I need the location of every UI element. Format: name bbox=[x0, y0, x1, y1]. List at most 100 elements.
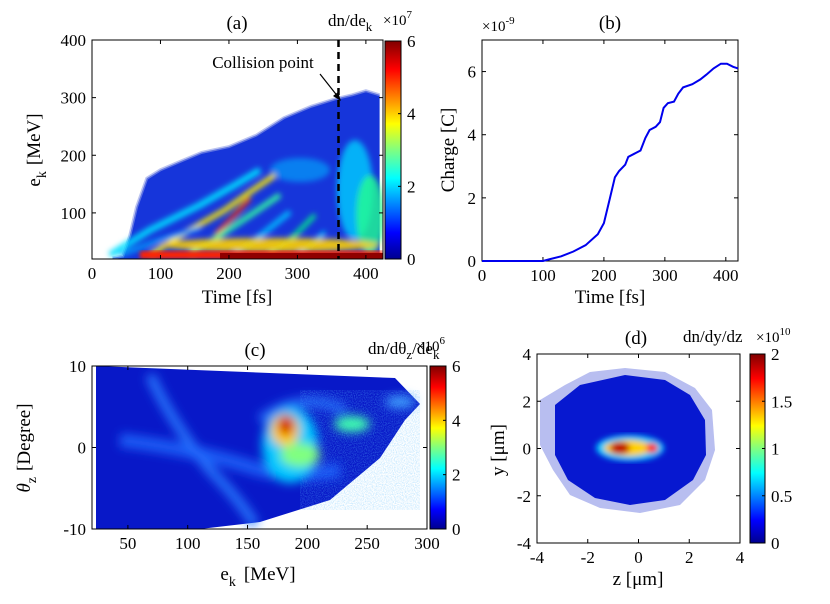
panel-c-cbar-label-main: dn/dθ bbox=[368, 339, 406, 358]
y-tick-label: 2 bbox=[523, 392, 532, 411]
colorbar-tick-label: 2 bbox=[771, 345, 780, 364]
panel-a-y-ticks: 100 200 300 400 bbox=[61, 31, 383, 223]
panel-c-heatmap-area bbox=[96, 366, 420, 529]
panel-d-y-ticks: -4 -2 0 2 4 bbox=[517, 345, 740, 553]
panel-c-x-ticks: 50 100 150 200 250 300 bbox=[119, 366, 440, 553]
panel-a-label: (a) bbox=[226, 13, 247, 34]
panel-d-xlabel: z [μm] bbox=[613, 569, 664, 590]
y-tick-label: 2 bbox=[468, 189, 477, 208]
panel-d-transverse-density: -4 -2 0 2 4 -4 -2 0 2 4 (d) z [μm] y [μm] 0 0.5 1 1… bbox=[488, 326, 792, 590]
d-blob-red-left bbox=[610, 442, 630, 454]
d-blobs bbox=[596, 435, 664, 461]
c-speckle-edge bbox=[300, 390, 420, 510]
y-tick-label: 6 bbox=[468, 63, 477, 82]
panel-a-envelope-halo bbox=[112, 89, 381, 259]
a-streak-2 bbox=[148, 172, 277, 258]
panel-b-multiplier: ×10-9 bbox=[482, 15, 515, 35]
panel-b-ylabel: Charge [C] bbox=[438, 108, 459, 193]
y-tick-label: 0 bbox=[523, 440, 532, 459]
panel-d-cbar-mult-base: ×10 bbox=[756, 330, 779, 346]
x-tick-label: 100 bbox=[175, 534, 201, 553]
panel-d-ylabel: y [μm] bbox=[488, 424, 509, 476]
panel-c-xlabel-main: e bbox=[220, 564, 228, 585]
y-tick-label: 300 bbox=[61, 89, 87, 108]
a-band-yellow-bottom bbox=[160, 238, 380, 252]
a-band-darkred-bottom bbox=[220, 253, 383, 259]
panel-a-ylabel-main: e bbox=[24, 178, 45, 186]
colorbar-tick-label: 2 bbox=[452, 466, 461, 485]
colorbar-tick-label: 2 bbox=[407, 177, 416, 196]
collision-arrow-head bbox=[333, 92, 341, 101]
x-tick-label: 4 bbox=[736, 548, 745, 567]
panel-a-energy-spectrum: 0 100 200 300 400 100 200 300 400 (a) Time [fs]… bbox=[24, 9, 416, 308]
panel-d-label: (d) bbox=[625, 328, 647, 349]
x-tick-label: 150 bbox=[235, 534, 261, 553]
x-tick-label: 200 bbox=[295, 534, 321, 553]
panel-a-cbar-multiplier: ×107 bbox=[383, 9, 412, 29]
panel-c-ylabel-unit: [Degree] bbox=[14, 403, 35, 471]
panel-a-ylabel-sub: k bbox=[35, 171, 50, 178]
panel-d-colorbar-ticks: 0 0.5 1 1.5 2 bbox=[762, 345, 792, 553]
x-tick-label: 300 bbox=[652, 266, 678, 285]
panel-c-cbar-mult-base: ×10 bbox=[416, 339, 439, 355]
panel-a-ylabel-unit: [MeV] bbox=[24, 113, 45, 165]
panel-a-colorbar-ticks: 0 2 4 6 bbox=[398, 32, 416, 269]
x-tick-label: 50 bbox=[119, 534, 136, 553]
y-tick-label: 0 bbox=[468, 252, 477, 271]
panel-a-frame bbox=[91, 39, 384, 260]
c-blobs bbox=[119, 372, 415, 528]
panel-d-cbar-mult-exp: 10 bbox=[779, 326, 791, 338]
c-blob-green bbox=[280, 443, 320, 467]
x-tick-label: 250 bbox=[354, 534, 380, 553]
panel-c-ylabel-main: θ bbox=[14, 483, 35, 492]
panel-a-cbar-label-sub: k bbox=[366, 19, 373, 34]
panel-c-cbar-multiplier: ×106 bbox=[416, 335, 445, 355]
panel-b-charge: 0 100 200 300 400 0 2 4 6 (b) Time [fs] Charge … bbox=[438, 13, 739, 308]
y-tick-label: 4 bbox=[468, 126, 477, 145]
panel-b-mult-exp: -9 bbox=[505, 15, 515, 27]
panel-b-xlabel: Time [fs] bbox=[575, 287, 646, 308]
c-blob-far-right bbox=[385, 396, 415, 408]
y-tick-label: -2 bbox=[517, 487, 531, 506]
panel-c-ylabel: θz [Degree] bbox=[14, 403, 40, 492]
panel-b-mult-base: ×10 bbox=[482, 19, 505, 35]
x-tick-label: 2 bbox=[685, 548, 694, 567]
x-tick-label: 0 bbox=[88, 264, 97, 283]
colorbar-tick-label: 6 bbox=[452, 357, 461, 376]
c-arc-top bbox=[257, 397, 348, 425]
panel-a-colorbar-label: dn/dek bbox=[328, 11, 373, 34]
y-tick-label: 0 bbox=[78, 439, 87, 458]
a-streak-3 bbox=[213, 196, 252, 237]
x-tick-label: 0 bbox=[634, 548, 643, 567]
y-tick-label: -10 bbox=[63, 520, 86, 539]
panel-d-x-ticks: -4 -2 0 2 4 bbox=[530, 354, 745, 567]
y-tick-label: 10 bbox=[69, 357, 86, 376]
colorbar-tick-label: 4 bbox=[452, 411, 461, 430]
colorbar-tick-label: 0 bbox=[452, 520, 461, 539]
y-tick-label: 4 bbox=[523, 345, 532, 364]
panel-c-label: (c) bbox=[244, 340, 265, 361]
panel-b-label: (b) bbox=[599, 13, 621, 34]
panel-a-cbar-label-main: dn/de bbox=[328, 11, 366, 30]
panel-c-cbar-label-tail: /de bbox=[412, 339, 433, 358]
x-tick-label: -4 bbox=[530, 548, 545, 567]
panel-a-cbar-mult-exp: 7 bbox=[406, 9, 412, 21]
panel-b-frame bbox=[481, 39, 739, 262]
collision-annotation: Collision point bbox=[212, 53, 314, 72]
c-blob-right bbox=[334, 416, 370, 432]
panel-a-cbar-mult-base: ×10 bbox=[383, 13, 406, 29]
svg-text:ek[MeV]: ek [MeV] bbox=[24, 113, 50, 186]
panel-c-cbar-mult-exp: 6 bbox=[439, 335, 445, 347]
x-tick-label: 300 bbox=[414, 534, 440, 553]
panel-a-colorbar bbox=[384, 40, 402, 260]
panel-c-y-ticks: -10 0 10 bbox=[63, 357, 427, 539]
colorbar-tick-label: 6 bbox=[407, 32, 416, 51]
panel-c-ylabel-sub: z bbox=[25, 477, 40, 483]
x-tick-label: 400 bbox=[353, 264, 379, 283]
y-tick-label: -4 bbox=[517, 534, 532, 553]
panel-a-heatmap-area bbox=[108, 40, 383, 259]
panel-d-heatmap-area bbox=[540, 368, 715, 513]
